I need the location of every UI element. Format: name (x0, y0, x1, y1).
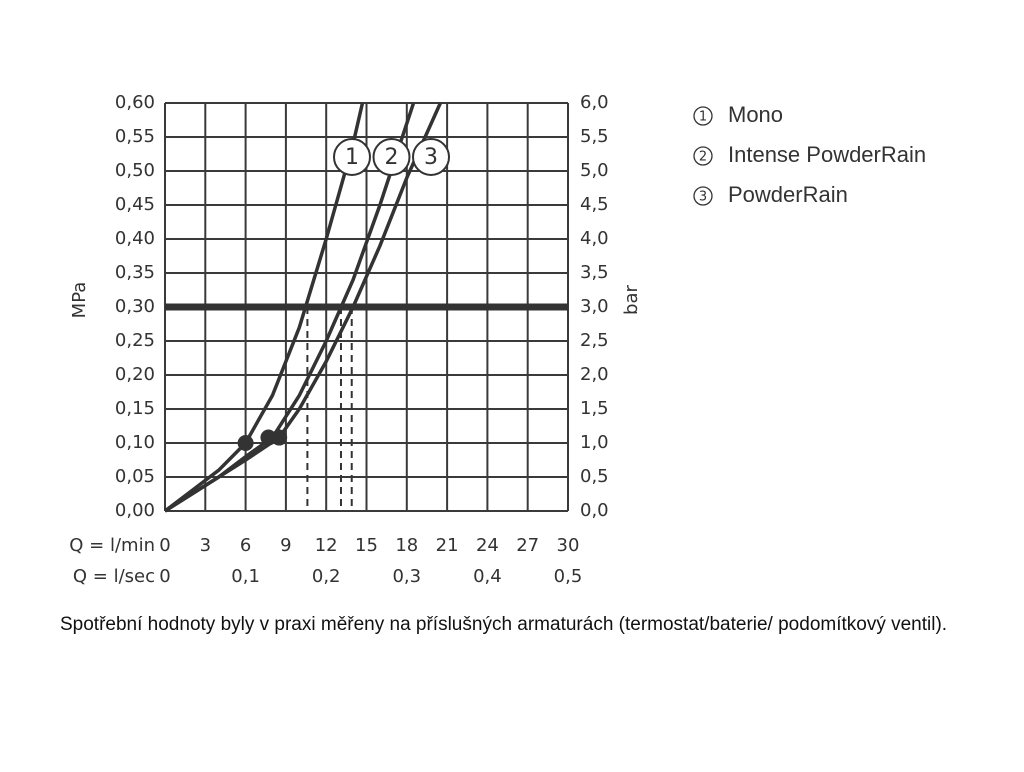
curve-label-circle (372, 138, 411, 176)
y-tick-label: 0,40 (115, 228, 155, 249)
x2-axis-label: Q = l/sec (73, 566, 155, 587)
x2-tick-label: 0,1 (231, 566, 260, 587)
y-tick-label: 0,35 (115, 262, 155, 283)
x-tick-label: 21 (436, 535, 459, 556)
x2-tick-label: 0,3 (392, 566, 421, 587)
legend-label: Mono (728, 102, 783, 127)
curve-label: 3 (424, 145, 438, 170)
legend-symbol-number: 1 (699, 110, 707, 125)
marker (237, 435, 254, 451)
y-tick-label: 0,10 (115, 432, 155, 453)
y2-tick-label: 2,0 (580, 364, 609, 385)
x-tick-label: 30 (557, 535, 580, 556)
y-tick-label: 0,50 (115, 160, 155, 181)
y-tick-label: 0,30 (115, 296, 155, 317)
legend-symbol-number: 3 (699, 190, 707, 205)
legend-symbol (693, 106, 713, 126)
y-tick-label: 0,00 (115, 500, 155, 521)
curve (164, 102, 442, 513)
x2-tick-label: 0,5 (554, 566, 583, 587)
curve-label: 2 (385, 145, 399, 170)
x-tick-label: 6 (240, 535, 251, 556)
y2-tick-label: 0,0 (580, 500, 609, 521)
y2-tick-label: 5,5 (580, 126, 609, 147)
legend-label: Intense PowderRain (728, 142, 926, 167)
y-tick-label: 0,25 (115, 330, 155, 351)
note-box: Spotřební hodnoty byly v praxi měřeny na… (60, 614, 948, 635)
y2-tick-label: 4,5 (580, 194, 609, 215)
x-tick-label: 18 (395, 535, 418, 556)
y2-tick-label: 0,5 (580, 466, 609, 487)
y2-tick-label: 4,0 (580, 228, 609, 249)
x-tick-label: 24 (476, 535, 499, 556)
legend-symbol (693, 186, 713, 206)
x-tick-label: 15 (355, 535, 378, 556)
x-tick-label: 0 (159, 535, 170, 556)
y-tick-label: 0,55 (115, 126, 155, 147)
legend-symbol-number: 2 (699, 150, 707, 165)
legend-label: PowderRain (728, 182, 848, 207)
y-tick-label: 0,60 (115, 92, 155, 113)
x2-tick-label: 0,2 (312, 566, 341, 587)
legend-symbol (693, 146, 713, 166)
y-tick-label: 0,05 (115, 466, 155, 487)
y2-tick-label: 2,5 (580, 330, 609, 351)
y-tick-label: 0,15 (115, 398, 155, 419)
y-tick-label: 0,20 (115, 364, 155, 385)
y2-tick-label: 3,0 (580, 296, 609, 317)
curve (163, 102, 365, 513)
marker (271, 429, 288, 446)
y2-tick-label: 1,5 (580, 398, 609, 419)
note: Spotřební hodnoty byly v praxi měřeny na… (60, 614, 948, 635)
curve-label-circle (333, 138, 371, 176)
x-axis-label: Q = l/min (69, 535, 155, 556)
y2-tick-label: 3,5 (580, 262, 609, 283)
y-axis-label: MPa (69, 282, 90, 319)
y2-axis-label: bar (621, 284, 642, 314)
curve-label-circle (412, 138, 450, 176)
x-tick-label: 9 (280, 535, 291, 556)
x2-tick-label: 0,4 (473, 566, 502, 587)
y2-tick-label: 6,0 (580, 92, 609, 113)
x2-tick-label: 0 (159, 566, 170, 587)
x-tick-label: 3 (200, 535, 211, 556)
curve-label: 1 (345, 145, 359, 170)
y-tick-label: 0,45 (115, 194, 155, 215)
y2-tick-label: 5,0 (580, 160, 609, 181)
x-tick-label: 27 (516, 535, 539, 556)
y2-tick-label: 1,0 (580, 432, 609, 453)
x-tick-label: 12 (315, 535, 338, 556)
